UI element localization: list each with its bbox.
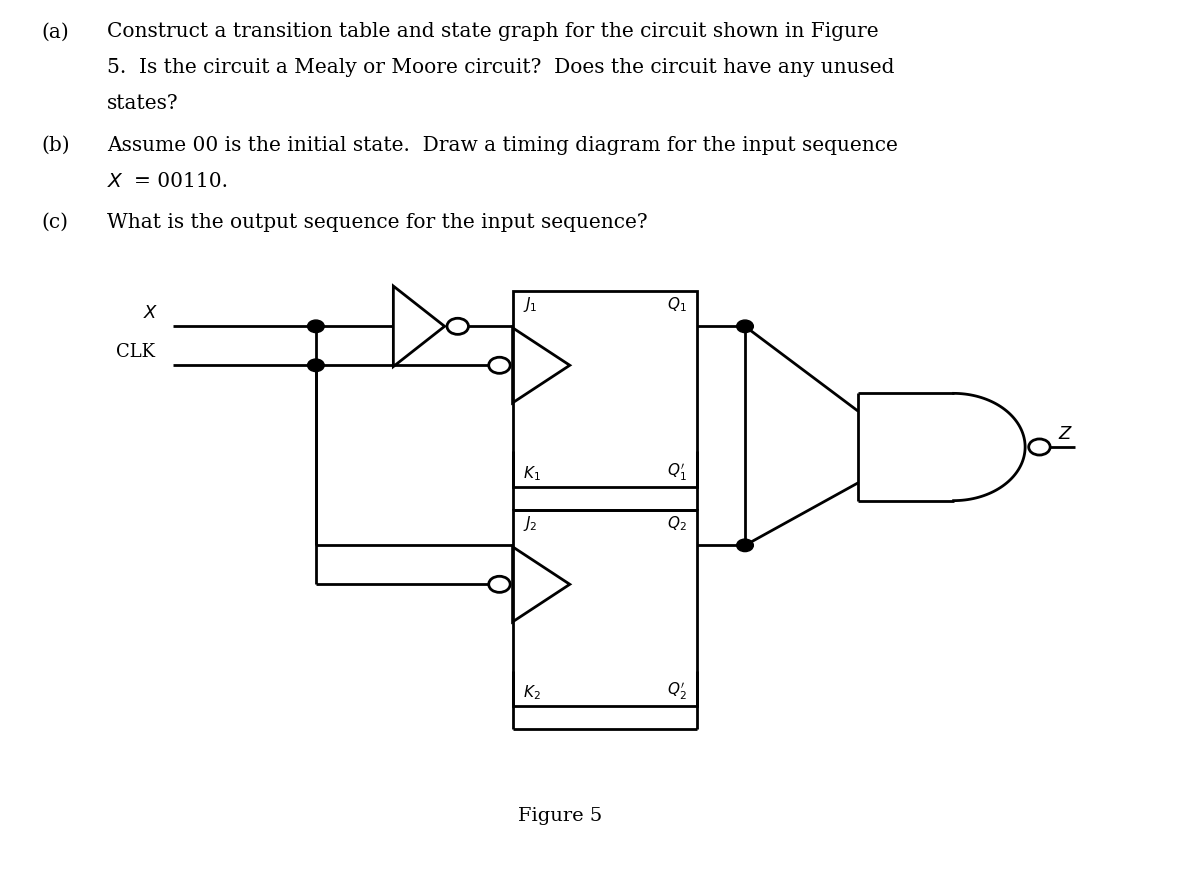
Text: $K_2$: $K_2$ bbox=[523, 683, 541, 702]
Text: (a): (a) bbox=[42, 22, 69, 41]
Text: $J_1$: $J_1$ bbox=[523, 295, 538, 314]
Circle shape bbox=[308, 320, 324, 333]
Text: What is the output sequence for the input sequence?: What is the output sequence for the inpu… bbox=[107, 213, 648, 232]
Text: $J_2$: $J_2$ bbox=[523, 514, 538, 533]
Text: states?: states? bbox=[107, 94, 179, 113]
Circle shape bbox=[737, 539, 753, 552]
Text: CLK: CLK bbox=[116, 342, 155, 361]
Text: $Q_1$: $Q_1$ bbox=[666, 295, 687, 314]
Circle shape bbox=[737, 320, 753, 333]
Text: Figure 5: Figure 5 bbox=[519, 807, 602, 825]
Text: Assume 00 is the initial state.  Draw a timing diagram for the input sequence: Assume 00 is the initial state. Draw a t… bbox=[107, 136, 898, 155]
Circle shape bbox=[447, 318, 468, 334]
Text: $X$: $X$ bbox=[143, 304, 159, 322]
Text: $X$: $X$ bbox=[107, 172, 124, 190]
Text: 5.  Is the circuit a Mealy or Moore circuit?  Does the circuit have any unused: 5. Is the circuit a Mealy or Moore circu… bbox=[107, 58, 895, 77]
Text: $Q_2'$: $Q_2'$ bbox=[666, 680, 687, 702]
Text: (b): (b) bbox=[42, 136, 70, 155]
Text: = 00110.: = 00110. bbox=[134, 172, 228, 190]
Circle shape bbox=[308, 359, 324, 372]
Circle shape bbox=[1029, 439, 1050, 455]
Circle shape bbox=[489, 358, 510, 374]
Text: $Q_2$: $Q_2$ bbox=[666, 514, 687, 533]
Text: Construct a transition table and state graph for the circuit shown in Figure: Construct a transition table and state g… bbox=[107, 22, 879, 41]
Text: $Q_1'$: $Q_1'$ bbox=[666, 461, 687, 483]
Text: (c): (c) bbox=[42, 213, 69, 232]
Bar bbox=[513, 291, 697, 487]
Bar bbox=[513, 510, 697, 706]
Text: $K_1$: $K_1$ bbox=[523, 464, 541, 483]
Circle shape bbox=[489, 577, 510, 593]
Text: $Z$: $Z$ bbox=[1058, 425, 1074, 443]
